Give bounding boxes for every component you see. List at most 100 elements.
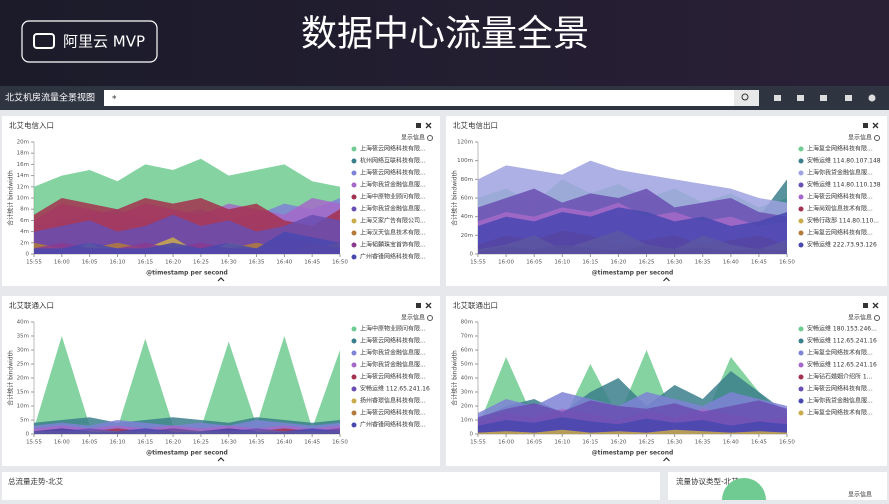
edit-button[interactable]	[863, 303, 868, 308]
legend-entry: 上海艾家广告有限公司...	[360, 217, 426, 225]
legend-swatch	[351, 170, 357, 176]
legend-entry: 上海钻石婚姻介绍所 1...	[807, 373, 873, 381]
x-tick-label: 16:20	[165, 440, 181, 446]
legend-entry: 上海汉天信息技术有限...	[360, 229, 426, 237]
x-tick-label: 16:15	[582, 260, 598, 266]
y-tick-label: 25m	[17, 362, 29, 368]
y-tick-label: 5m	[20, 418, 29, 424]
x-tick-label: 16:00	[54, 440, 70, 446]
icon-settings[interactable]	[868, 94, 876, 102]
edit-button[interactable]	[863, 123, 868, 128]
edit-button[interactable]	[416, 123, 421, 128]
legend-swatch	[351, 194, 357, 200]
x-tick-label: 16:20	[611, 440, 627, 446]
legend-entry: 上海复云网络科技有限...	[807, 229, 873, 237]
legend-entry: 广州睿锋网络科技有限...	[360, 253, 426, 261]
y-axis-label: 合计统计 bindwidth	[7, 170, 15, 226]
y-tick-label: 10m	[17, 196, 29, 202]
collapse-toggle[interactable]	[217, 277, 225, 282]
x-tick-label: 16:15	[137, 260, 153, 266]
collapse-toggle[interactable]	[217, 457, 225, 462]
search-query: *	[112, 95, 117, 105]
x-tick-label: 16:00	[54, 260, 70, 266]
collapse-toggle[interactable]	[663, 277, 670, 282]
legend-entry: 上海你我贷金融信息服...	[360, 361, 426, 369]
close-button[interactable]	[872, 302, 879, 309]
y-tick-label: 70m	[461, 334, 473, 340]
legend-swatch	[351, 158, 357, 164]
close-button[interactable]	[872, 122, 879, 129]
y-tick-label: 40m	[17, 320, 29, 326]
legend-title: 显示信息	[401, 314, 425, 322]
collapse-toggle[interactable]	[663, 457, 670, 462]
legend-swatch	[798, 170, 804, 176]
logo-box	[21, 20, 158, 63]
x-tick-label: 16:10	[554, 440, 570, 446]
legend-entry: 上海筱云网络科技有限...	[360, 373, 426, 381]
x-tick-label: 16:50	[779, 440, 795, 446]
x-tick-label: 16:00	[498, 260, 514, 266]
y-tick-label: 18m	[17, 151, 29, 157]
logo-icon	[33, 33, 55, 49]
icon-share[interactable]	[845, 95, 852, 101]
y-tick-label: 30m	[17, 348, 29, 354]
search-input[interactable]	[104, 90, 734, 106]
x-tick-label: 15:55	[26, 440, 42, 446]
x-tick-label: 16:40	[723, 260, 739, 266]
search-button[interactable]	[734, 90, 759, 106]
x-tick-label: 16:35	[249, 440, 265, 446]
panel	[668, 472, 887, 502]
legend-entry: 杭州网络互联科技有限...	[360, 157, 426, 165]
legend-entry: 上海筱云网络科技有限...	[807, 193, 873, 201]
icon-save[interactable]	[797, 95, 804, 101]
legend-entry: 安畅运维 112.65.241.16	[807, 361, 877, 369]
legend-entry: 上海筱云网络科技有限...	[360, 169, 426, 177]
legend-entry: 上海筱云网络科技有限...	[360, 409, 426, 417]
legend-entry: 安畅运维 114.80.107.148	[807, 157, 881, 165]
y-tick-label: 20m	[461, 404, 473, 410]
legend-entry: 安畅运维 114.80.110.138	[807, 181, 881, 189]
legend-swatch	[798, 338, 804, 344]
y-tick-label: 2m	[20, 240, 29, 246]
icon-open[interactable]	[820, 95, 827, 101]
close-button[interactable]	[425, 302, 432, 309]
x-tick-label: 16:10	[110, 260, 126, 266]
legend-entry: 上海筱云网络科技有限...	[807, 385, 873, 393]
legend-swatch	[798, 374, 804, 380]
close-button[interactable]	[425, 122, 432, 129]
x-tick-label: 15:55	[470, 440, 486, 446]
legend-entry: 上海筱云网络科技有限...	[360, 145, 426, 153]
icon-new[interactable]	[774, 95, 781, 101]
y-tick-label: 20m	[17, 140, 29, 146]
legend-entry: 上海复全网络科技有限...	[807, 145, 873, 153]
panel	[446, 296, 887, 466]
x-tick-label: 16:50	[332, 260, 348, 266]
legend-swatch	[351, 182, 357, 188]
y-tick-label: 80m	[461, 177, 473, 183]
legend-entry: 上海你我贷金融信息服...	[360, 349, 426, 357]
x-tick-label: 16:50	[779, 260, 795, 266]
legend-swatch	[351, 410, 357, 416]
y-tick-label: 16m	[17, 162, 29, 168]
y-tick-label: 0	[470, 252, 474, 258]
legend-swatch	[798, 206, 804, 212]
area	[34, 336, 340, 434]
legend-entry: 上海你我贷金融信息服...	[360, 205, 426, 213]
legend-entry: 上海中原物业顾问有限...	[360, 193, 426, 201]
x-tick-label: 16:30	[221, 260, 237, 266]
area	[478, 429, 787, 434]
legend-title: 显示信息	[848, 134, 872, 142]
edit-button[interactable]	[416, 303, 421, 308]
logo-text: 阿里云 MVP	[63, 33, 145, 51]
panel-title: 北艾联通出口	[453, 300, 498, 310]
x-tick-label: 16:25	[193, 440, 209, 446]
y-tick-label: 20m	[17, 376, 29, 382]
legend-swatch	[798, 386, 804, 392]
legend-swatch	[798, 326, 804, 332]
x-tick-label: 16:25	[639, 440, 655, 446]
legend-toggle	[427, 135, 433, 141]
y-axis-label: 合计统计 bindwidth	[451, 170, 459, 226]
legend-entry: 扬州睿璟信息科技有限...	[360, 397, 426, 405]
legend-swatch	[351, 206, 357, 212]
x-tick-label: 16:15	[582, 440, 598, 446]
